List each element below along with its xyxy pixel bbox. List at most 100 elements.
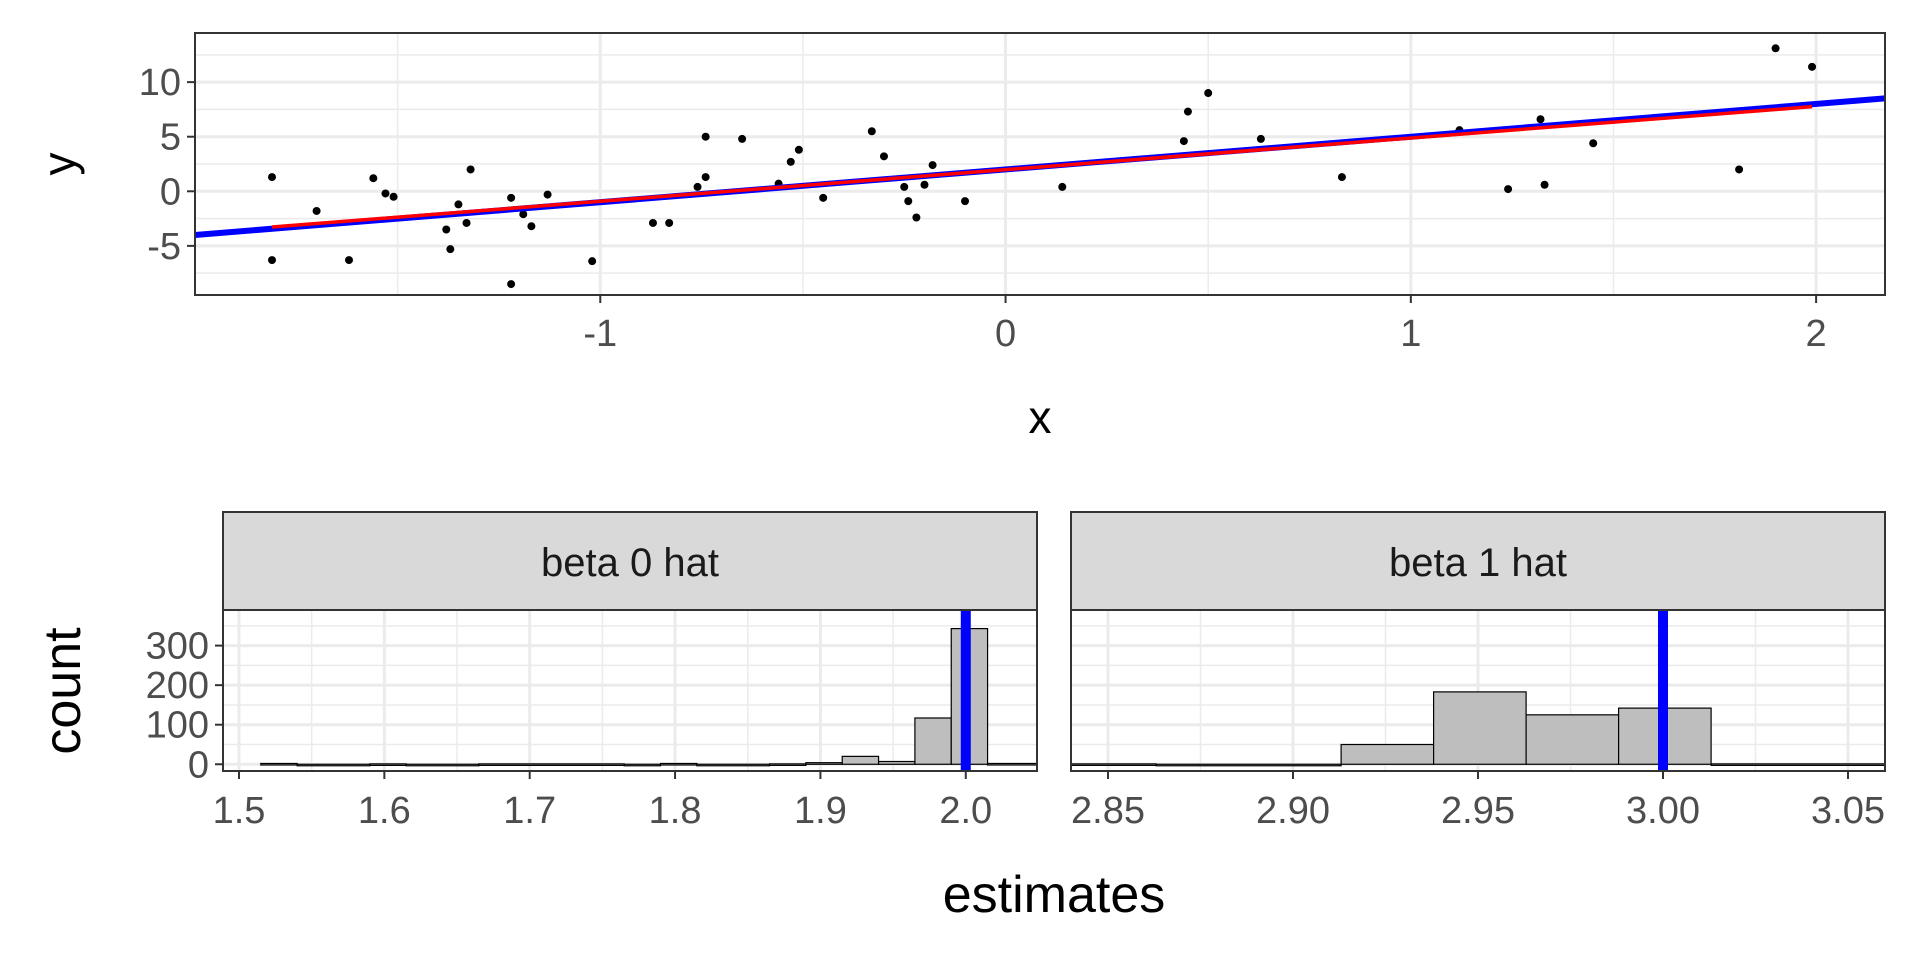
data-point <box>442 225 451 234</box>
histogram-bar <box>841 755 880 765</box>
data-point <box>665 218 674 227</box>
histogram-x-tick-label: 3.00 <box>1626 790 1700 832</box>
histogram-y-tick-label: 200 <box>146 665 209 707</box>
data-point <box>879 152 888 161</box>
histogram-strip-label-beta0: beta 0 hat <box>541 541 719 585</box>
data-point <box>466 165 475 174</box>
data-point <box>527 222 536 231</box>
histogram-bar <box>1155 763 1342 767</box>
data-point <box>381 189 390 198</box>
data-point <box>819 193 828 202</box>
histogram-y-tick-label: 0 <box>188 744 209 786</box>
histogram-bar <box>260 762 298 766</box>
histogram-strip-label-beta1: beta 1 hat <box>1389 541 1567 585</box>
data-point <box>961 197 970 206</box>
histogram-bar <box>805 762 843 765</box>
histogram-x-tick-label: 1.5 <box>213 790 266 832</box>
data-point <box>507 280 516 289</box>
histogram-bar <box>1710 763 1886 766</box>
data-point <box>1179 137 1188 146</box>
data-point <box>738 134 747 143</box>
data-point <box>462 218 471 227</box>
scatter-panel: -1 0 1 2 -5 0 5 10 x y <box>33 32 1886 443</box>
data-point <box>648 218 657 227</box>
histogram-bar <box>1070 763 1157 766</box>
histogram-panel-beta1: beta 1 hat 2.85 2.90 2.95 3.00 3.05 <box>1070 511 1886 832</box>
histogram-bar <box>768 763 807 766</box>
data-point <box>454 200 463 209</box>
histogram-y-tick-label: 100 <box>146 705 209 747</box>
data-point <box>268 256 277 265</box>
scatter-y-axis-title: y <box>33 153 85 176</box>
data-point <box>920 180 929 189</box>
histogram-bar <box>369 763 407 766</box>
histogram-x-tick-label: 2.0 <box>939 790 992 832</box>
data-point <box>794 145 803 154</box>
histogram-y-tick-label: 300 <box>146 626 209 668</box>
histogram-x-tick-label: 1.7 <box>503 790 556 832</box>
histogram-y-axis-title: count <box>34 627 92 755</box>
histogram-bar <box>877 760 916 765</box>
histogram-x-tick-label: 1.8 <box>649 790 702 832</box>
scatter-points <box>268 44 1817 289</box>
fitted-regression-line <box>271 104 1813 229</box>
histogram-bar <box>296 763 371 767</box>
histogram-x-tick-label: 1.6 <box>358 790 411 832</box>
data-point <box>1771 44 1780 53</box>
data-point <box>786 157 795 166</box>
data-point <box>867 127 876 136</box>
histogram-plot-border-beta0 <box>222 609 1038 772</box>
scatter-y-tick-label: 5 <box>160 117 181 159</box>
histogram-bar <box>696 763 771 767</box>
scatter-x-axis-title: x <box>1029 391 1052 443</box>
scatter-x-tick-label: 1 <box>1400 313 1421 355</box>
data-point <box>1204 89 1213 98</box>
histogram-bar <box>1525 714 1620 765</box>
data-point <box>588 257 597 266</box>
data-point <box>268 173 277 182</box>
data-point <box>1540 180 1549 189</box>
data-point <box>1589 139 1598 148</box>
scatter-lines <box>194 95 1886 238</box>
scatter-x-tick-label: -1 <box>583 313 617 355</box>
data-point <box>446 245 455 254</box>
data-point <box>1256 134 1265 143</box>
data-point <box>701 173 710 182</box>
histogram-x-tick-label: 3.05 <box>1811 790 1885 832</box>
data-point <box>507 193 516 202</box>
data-point <box>312 206 321 215</box>
scatter-plot-border <box>194 32 1886 296</box>
data-point <box>693 182 702 191</box>
data-point <box>1504 185 1513 194</box>
histogram-bar <box>986 762 1038 766</box>
histogram-bar <box>1432 691 1527 765</box>
scatter-y-tick-label: -5 <box>147 226 181 268</box>
histogram-bar <box>1340 743 1435 765</box>
histogram-bar <box>659 762 698 766</box>
histogram-strip-beta0 <box>222 511 1038 611</box>
histogram-bar <box>914 717 952 765</box>
histogram-bar <box>623 763 662 767</box>
histogram-x-tick-label: 2.85 <box>1071 790 1145 832</box>
scatter-axis-ticks: -1 0 1 2 -5 0 5 10 <box>139 62 1827 355</box>
histogram-bar <box>405 763 480 767</box>
histogram-axis-ticks-beta1: 2.85 2.90 2.95 3.00 3.05 <box>1071 771 1885 832</box>
data-point <box>369 174 378 183</box>
histogram-bar <box>478 763 625 766</box>
data-point <box>928 161 937 170</box>
data-point <box>519 210 528 219</box>
histogram-x-tick-label: 2.90 <box>1256 790 1330 832</box>
data-point <box>701 132 710 141</box>
histogram-strip-beta1 <box>1070 511 1886 611</box>
scatter-x-tick-label: 0 <box>995 313 1016 355</box>
scatter-grid <box>195 33 1885 295</box>
histogram-x-tick-label: 1.9 <box>794 790 847 832</box>
data-point <box>1735 165 1744 174</box>
data-point <box>900 182 909 191</box>
scatter-y-tick-label: 0 <box>160 171 181 213</box>
data-point <box>1536 115 1545 124</box>
data-point <box>912 213 921 222</box>
